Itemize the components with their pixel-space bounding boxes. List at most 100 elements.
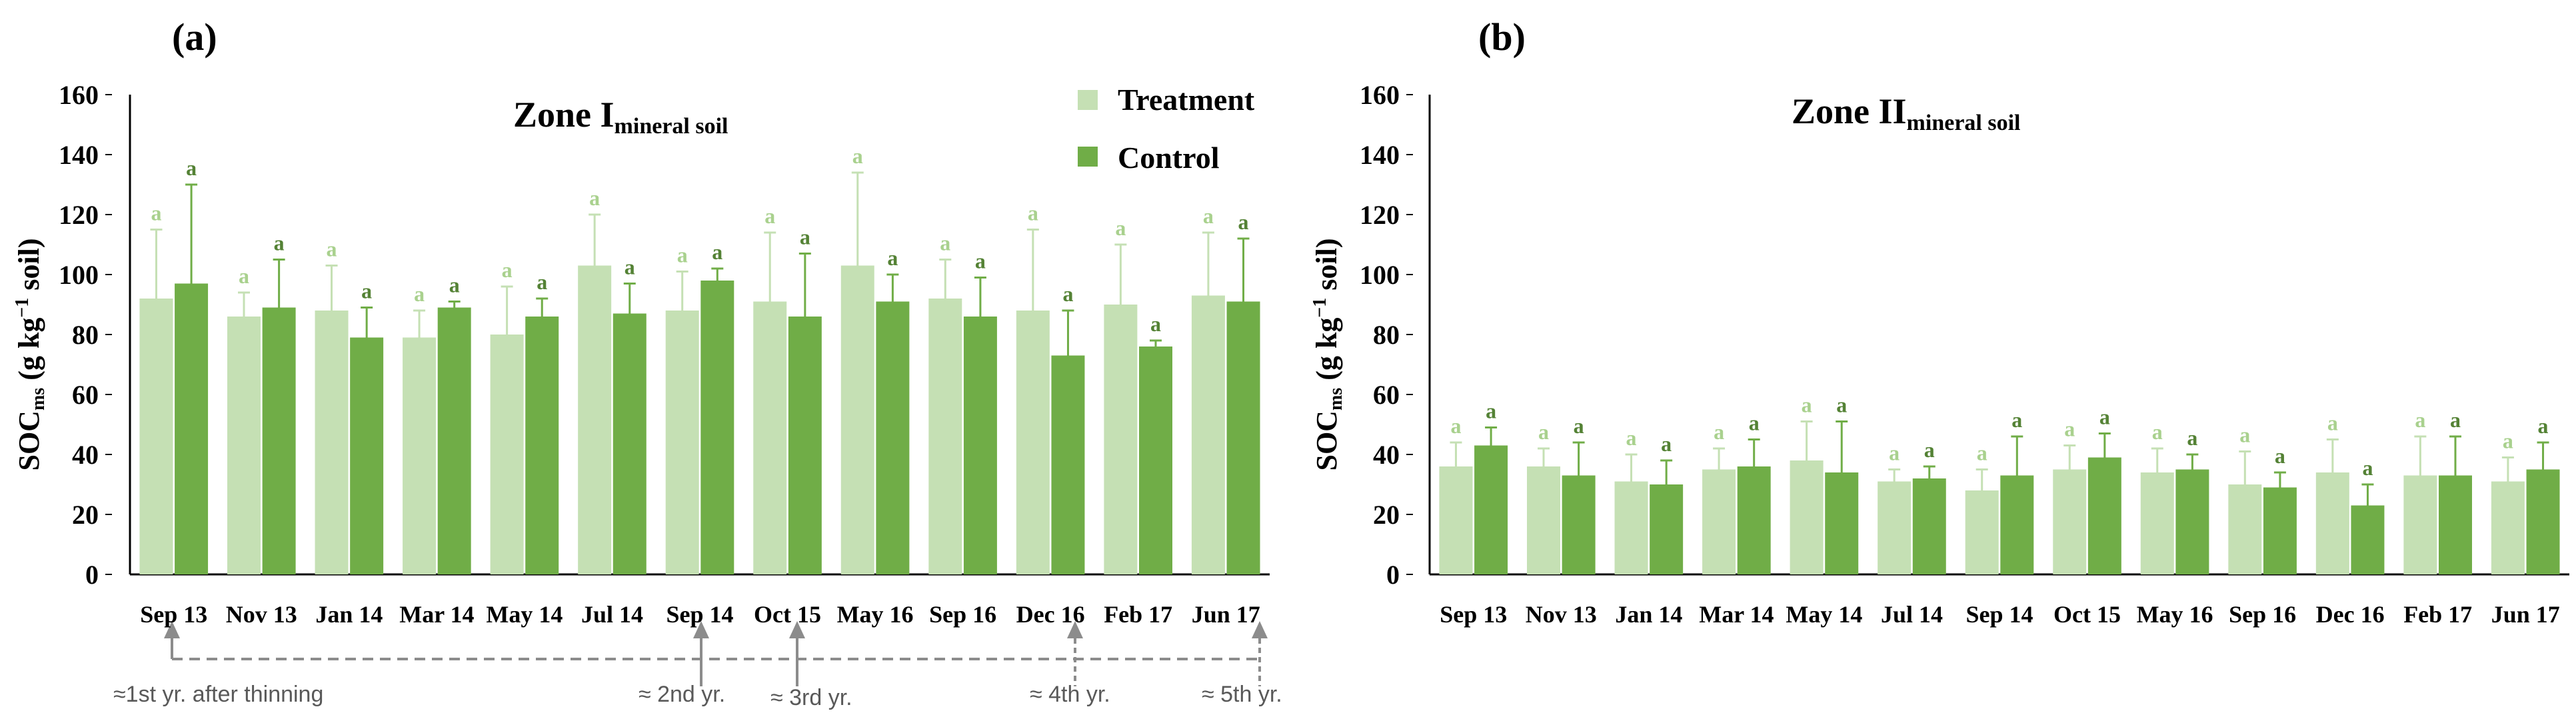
panel-a-xtick-label: Jan 14	[315, 601, 383, 628]
panel-a-sig-letter-control: a	[537, 270, 547, 294]
timeline-arrow-2	[693, 621, 709, 638]
panel-a-bar-treatment	[1191, 295, 1225, 574]
panel-b-sig-letter-treatment: a	[1802, 393, 1812, 417]
panel-b-sig-letter-treatment: a	[1977, 441, 1987, 465]
panel-a-sig-letter-treatment: a	[1203, 204, 1214, 228]
panel-b-title-sub: mineral soil	[1907, 111, 2021, 135]
panel-b-sig-letter-control: a	[1661, 432, 1672, 456]
panel-a-ytick-label: 160	[59, 80, 99, 110]
panel-b-sig-letter-control: a	[2187, 426, 2197, 450]
panel-a-sig-letter-control: a	[449, 273, 460, 297]
panel-b-ytick-label: 140	[1360, 140, 1400, 170]
panel-a-ytick-label: 40	[72, 440, 99, 470]
panel-a-sig-letter-treatment: a	[414, 282, 425, 306]
panel-b-bar-treatment	[1790, 460, 1824, 574]
panel-b-bar-treatment	[1439, 466, 1473, 574]
panel-a-ytick-label: 0	[85, 560, 99, 590]
panel-b-ytick-label: 20	[1373, 500, 1400, 530]
panel-a-xtick-label: Sep 16	[929, 601, 996, 628]
panel-b-title: Zone IImineral soil	[1792, 91, 2020, 135]
ylabel-a-unit-close: soil)	[13, 238, 45, 297]
panel-b-bar-treatment	[1878, 481, 1912, 574]
timeline-label-5: ≈ 5th yr.	[1202, 682, 1282, 707]
panel-b-bar-treatment	[1614, 481, 1648, 574]
panel-a-sig-letter-control: a	[186, 156, 197, 180]
panel-b-xtick-label: Jan 14	[1615, 601, 1682, 628]
panel-b-sig-letter-treatment: a	[1538, 420, 1549, 444]
panel-a-xtick-label: Nov 13	[226, 601, 297, 628]
ylabel-a-unit-open: (g kg	[13, 318, 45, 388]
panel-b-sig-letter-control: a	[1924, 438, 1935, 462]
legend-label-treatment: Treatment	[1118, 83, 1255, 117]
panel-b-xtick-label: Mar 14	[1699, 601, 1774, 628]
panel-b-sig-letter-control: a	[1836, 393, 1847, 417]
timeline-arrow-3	[789, 621, 805, 638]
panel-b-bar-control	[1912, 478, 1946, 574]
panel-a-bar-control	[350, 337, 384, 574]
panel-b-bar-treatment	[2140, 472, 2174, 574]
panel-a-bar-treatment	[1016, 311, 1050, 574]
panel-b-xtick-label: Dec 16	[2316, 601, 2385, 628]
panel-b-bar-treatment	[2403, 475, 2437, 574]
panel-b-xtick-label: Feb 17	[2403, 601, 2472, 628]
panel-b-sig-letter-treatment: a	[2503, 429, 2513, 453]
panel-b-ytick-label: 100	[1360, 260, 1400, 290]
ylabel-b-unit-close: soil)	[1310, 238, 1343, 297]
panel-b-xtick-label: Nov 13	[1526, 601, 1597, 628]
panel-a-label: (a)	[172, 15, 217, 59]
panel-b-bar-control	[2351, 505, 2385, 574]
panel-b-sig-letter-control: a	[2099, 405, 2110, 429]
panel-b-sig-letter-treatment: a	[2152, 420, 2163, 444]
panel-a-bar-treatment	[578, 265, 612, 574]
panel-a-xtick-label: Sep 13	[140, 601, 207, 628]
ylabel-b-sup: −1	[1310, 298, 1330, 318]
panel-a-bar-control	[437, 307, 471, 574]
panel-b-bar-treatment	[2053, 469, 2087, 574]
panel-a-bar-treatment	[753, 301, 787, 574]
panel-b-bar-treatment	[2491, 481, 2525, 574]
panel-a-title-main: Zone I	[513, 95, 615, 135]
panel-b-label: (b)	[1478, 15, 1526, 59]
timeline-label-4: ≈ 4th yr.	[1030, 682, 1110, 707]
panel-a-bar-treatment	[1104, 305, 1138, 574]
panel-a-bar-control	[963, 317, 997, 574]
panel-a-xtick-label: May 14	[486, 601, 563, 628]
panel-b-sig-letter-control: a	[1486, 399, 1496, 423]
panel-a-ytick-label: 20	[72, 500, 99, 530]
panel-a-bar-treatment	[665, 311, 699, 574]
panel-a-ytick-label: 100	[59, 260, 99, 290]
panel-b-xtick-label: May 16	[2137, 601, 2213, 628]
panel-b-bar-control	[1562, 475, 1596, 574]
panel-b-sig-letter-treatment: a	[2064, 417, 2075, 441]
panel-b-ytick-label: 40	[1373, 440, 1400, 470]
panel-b-xtick-label: Oct 15	[2053, 601, 2121, 628]
panel-a-sig-letter-treatment: a	[239, 264, 249, 288]
panel-b-sig-letter-treatment: a	[2327, 411, 2338, 435]
panel-a-sig-letter-control: a	[800, 225, 810, 249]
timeline: ≈1st yr. after thinning ≈ 2nd yr. ≈ 3rd …	[113, 621, 1282, 710]
panel-b-bar-control	[2439, 475, 2472, 574]
panel-a-sig-letter-treatment: a	[940, 231, 950, 255]
panel-b-bar-treatment	[1527, 466, 1560, 574]
panel-a-bar-treatment	[315, 311, 349, 574]
panel-a-title: Zone Imineral soil	[513, 95, 728, 139]
panel-b-bar-control	[2526, 469, 2560, 574]
panel-a-sig-letter-treatment: a	[327, 237, 337, 261]
panel-a-sig-letter-control: a	[274, 231, 285, 255]
panel-a-xtick-label: Oct 15	[754, 601, 821, 628]
timeline-arrow-5	[1252, 621, 1268, 638]
panel-a-ytick-label: 60	[72, 380, 99, 410]
panel-b-sig-letter-control: a	[1749, 411, 1760, 435]
panel-b-ytick-label: 0	[1386, 560, 1400, 590]
panel-a-xtick-label: Dec 16	[1016, 601, 1085, 628]
panel-a-bar-control	[1139, 347, 1172, 574]
timeline-label-3: ≈ 3rd yr.	[770, 685, 852, 710]
panel-b-sig-letter-treatment: a	[1714, 420, 1724, 444]
panel-a-ytick-label: 140	[59, 140, 99, 170]
panel-b-xtick-label: Sep 13	[1440, 601, 1507, 628]
panel-a-bar-control	[262, 307, 296, 574]
panel-a-bar-control	[613, 313, 646, 574]
